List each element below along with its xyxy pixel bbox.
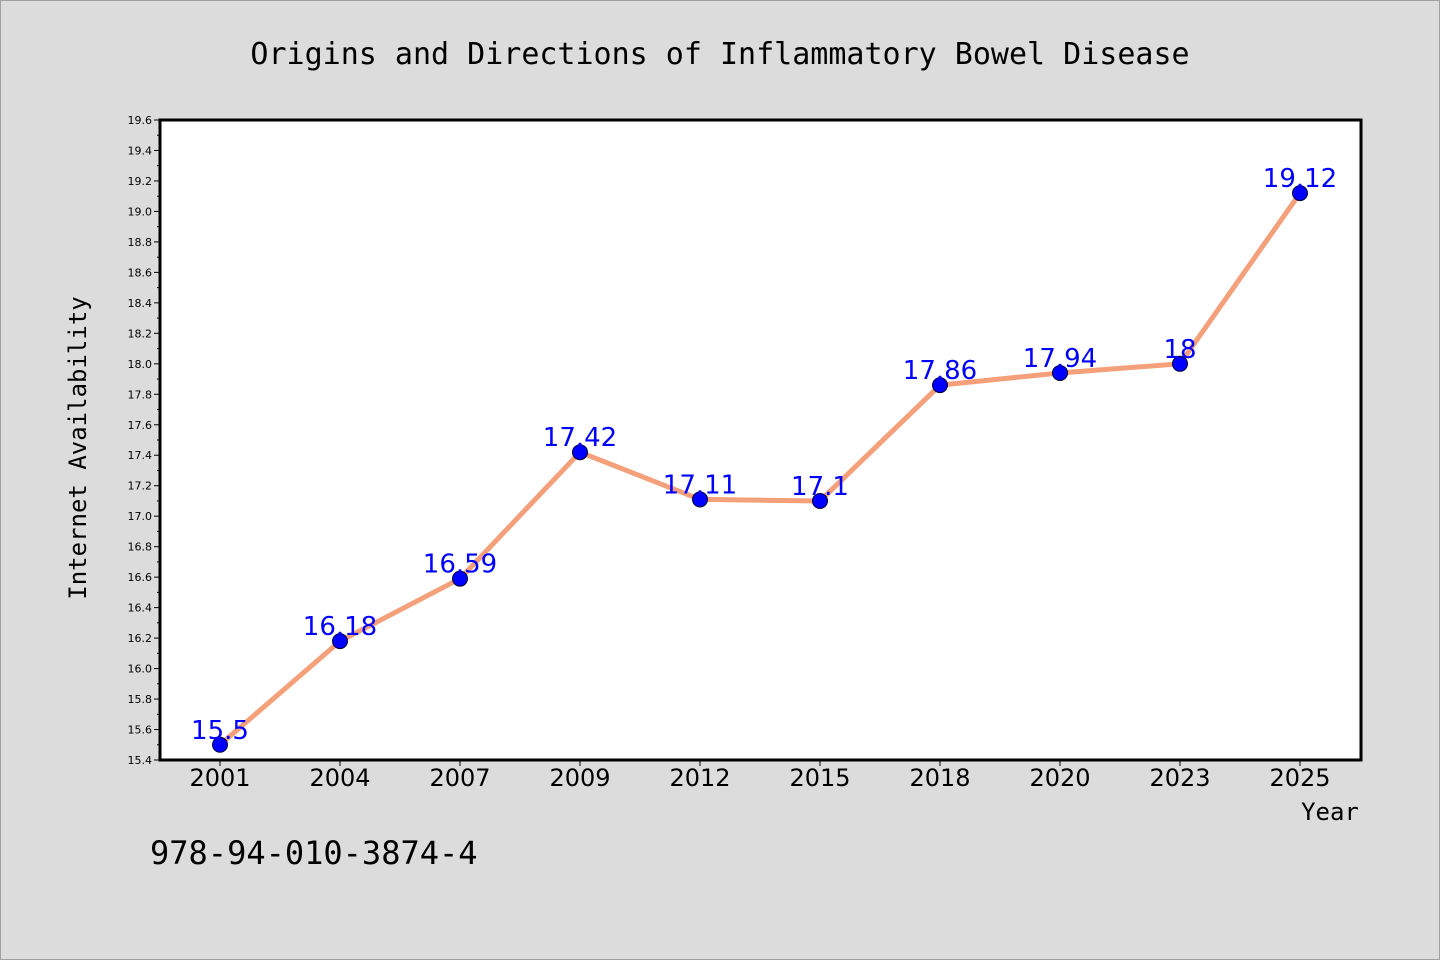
data-label: 17.11	[663, 470, 737, 500]
data-point	[1052, 364, 1068, 381]
x-tick-label: 2004	[309, 764, 370, 792]
y-tick-label: 16.4	[128, 602, 153, 615]
data-label: 18	[1163, 335, 1196, 365]
data-label: 17.94	[1023, 344, 1097, 374]
y-tick-label: 18.6	[128, 266, 153, 279]
y-tick-label: 19.2	[128, 175, 153, 188]
x-tick-label: 2001	[189, 764, 250, 792]
y-axis-label: Internet Availability	[64, 296, 92, 599]
y-tick-label: 17.0	[128, 510, 153, 523]
isbn-annotation: 978-94-010-3874-4	[150, 834, 478, 872]
data-point	[1292, 185, 1308, 202]
y-tick-label: 16.2	[128, 632, 153, 645]
data-label: 17.1	[791, 472, 849, 502]
y-tick-label: 15.6	[128, 724, 153, 737]
y-tick-label: 16.0	[128, 663, 153, 676]
y-tick-label: 19.6	[128, 114, 153, 127]
y-tick-label: 15.8	[128, 693, 153, 706]
data-label: 19.12	[1263, 164, 1337, 194]
y-tick-label: 19.4	[128, 144, 153, 157]
x-tick-label: 2023	[1149, 764, 1210, 792]
chart-title: Origins and Directions of Inflammatory B…	[250, 37, 1189, 72]
data-label: 15.5	[191, 716, 249, 746]
data-label: 17.86	[903, 356, 977, 386]
data-label: 17.42	[543, 423, 617, 453]
series-group: 15.5 16.18 16.59 17.42 17.11 17.1 17.86 17.94 18…	[191, 164, 1337, 753]
y-tick-label: 18.0	[128, 358, 153, 371]
data-label: 16.18	[303, 612, 377, 642]
data-label: 16.59	[423, 550, 497, 580]
x-tick-label: 2018	[909, 764, 970, 792]
x-tick-label: 2009	[549, 764, 610, 792]
data-point	[812, 492, 828, 509]
y-tick-label: 18.4	[128, 297, 153, 310]
y-tick-label: 18.2	[128, 327, 153, 340]
y-tick-label: 16.6	[128, 571, 153, 584]
data-point	[212, 736, 228, 753]
data-point	[1172, 355, 1188, 372]
y-tick-label: 16.8	[128, 541, 153, 554]
y-tick-label: 17.8	[128, 388, 153, 401]
y-tick-label: 17.2	[128, 480, 153, 493]
y-tick-label: 15.4	[128, 754, 153, 767]
x-tick-label: 2025	[1269, 764, 1330, 792]
y-tick-label: 19.0	[128, 205, 153, 218]
y-tick-label: 17.4	[128, 449, 153, 462]
y-tick-label: 18.8	[128, 236, 153, 249]
x-tick-label: 2012	[669, 764, 730, 792]
data-point	[932, 377, 948, 394]
data-point	[452, 570, 468, 587]
data-point	[572, 444, 588, 461]
series-line	[218, 191, 1303, 747]
x-axis-label: Year	[1301, 798, 1359, 826]
y-tick-label: 17.6	[128, 419, 153, 432]
data-point	[332, 633, 348, 650]
x-tick-label: 2020	[1029, 764, 1090, 792]
x-axis: 2001 2004 2007 2009 2012 2015 2018 2020 2023 2025	[189, 760, 1331, 792]
data-point	[692, 491, 708, 508]
y-axis: 15.4 15.6 15.8 16.0 16.2 16.4 16.6 16.8 17.0 17.2…	[128, 114, 160, 767]
x-tick-label: 2007	[429, 764, 490, 792]
plot-area	[158, 118, 1363, 762]
x-tick-label: 2015	[789, 764, 850, 792]
